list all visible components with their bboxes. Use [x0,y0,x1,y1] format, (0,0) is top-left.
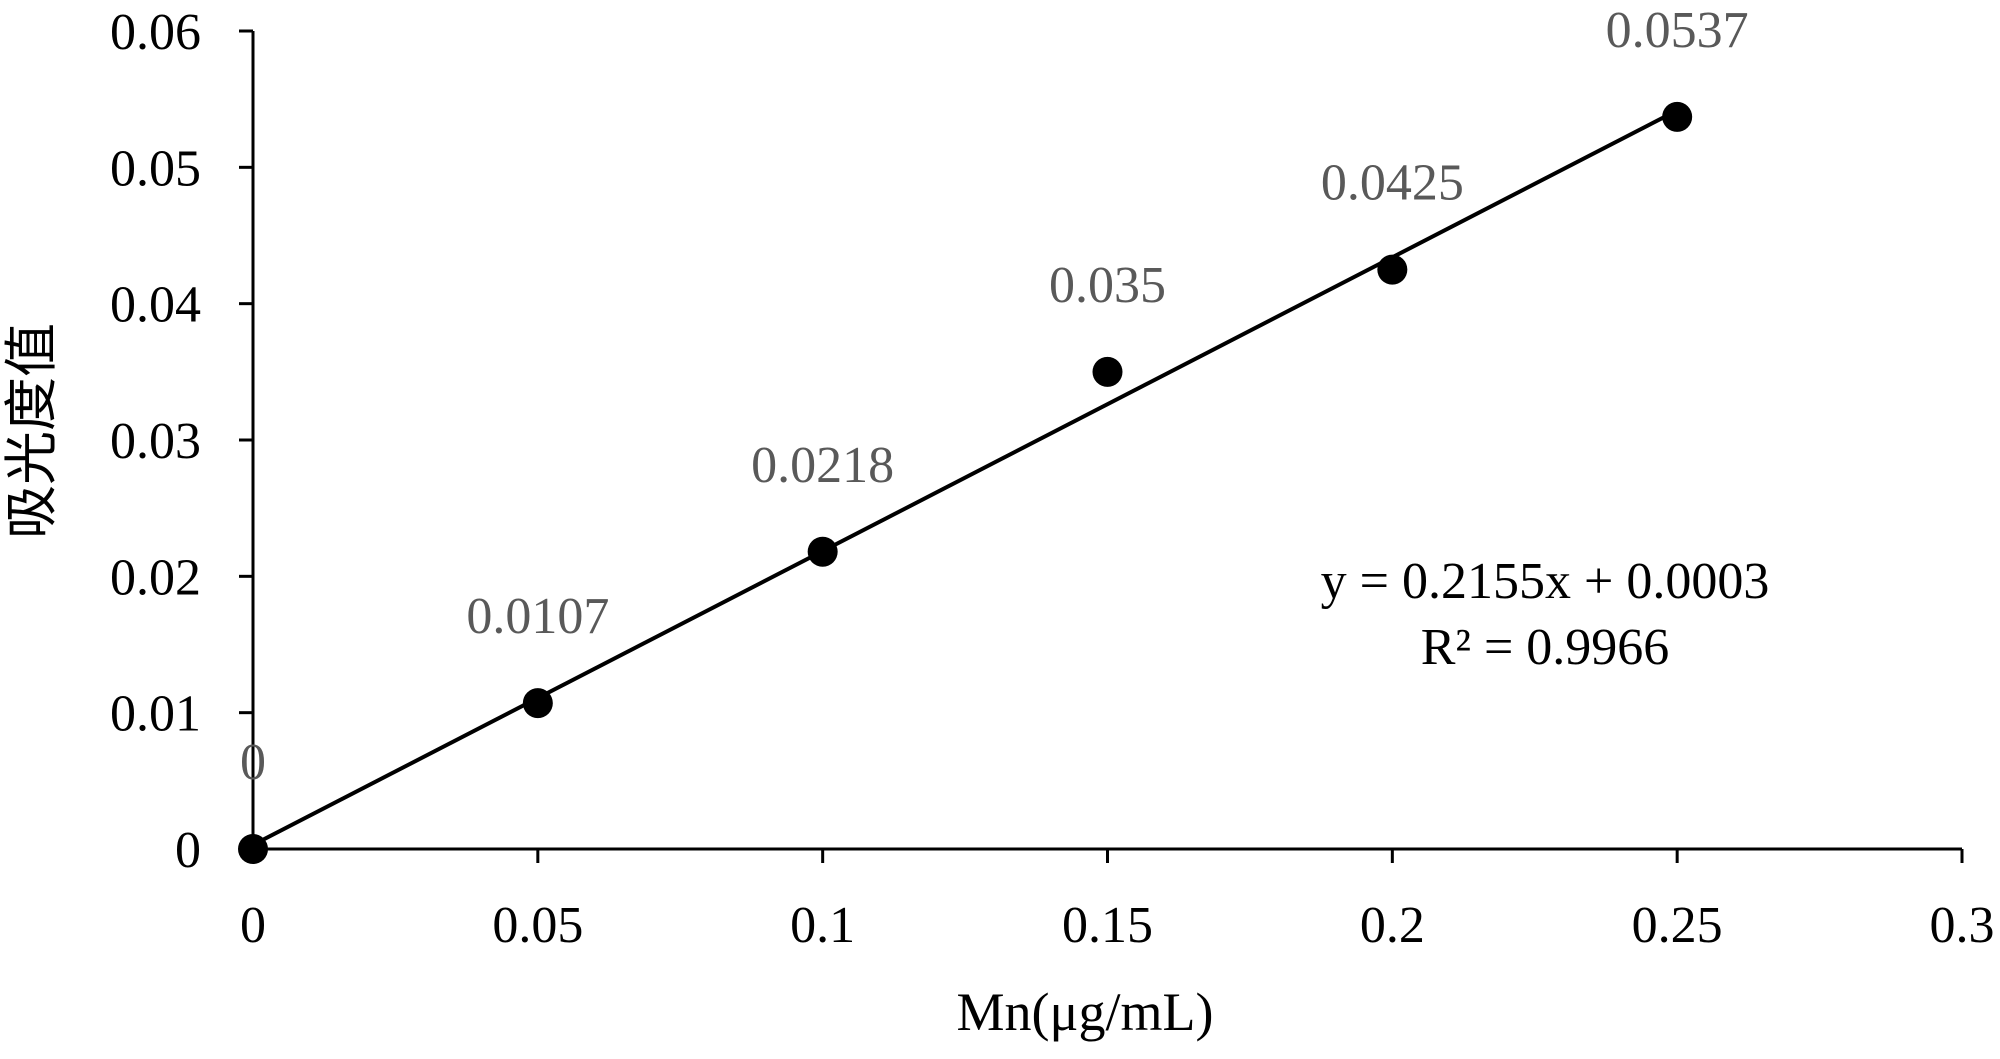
r-squared-label: R² = 0.9966 [1421,619,1670,676]
y-tick-label: 0.03 [110,413,201,470]
y-tick-label: 0.01 [110,686,201,743]
x-tick-label: 0.3 [1930,897,1995,954]
data-label: 0 [240,734,266,791]
y-tick-label: 0.04 [110,277,201,334]
data-point [238,834,268,864]
data-point [1377,254,1408,285]
data-labels: 0 0.0107 0.0218 0.035 0.0425 0.0537 [240,2,1749,791]
data-label: 0.0425 [1321,155,1464,212]
x-tick-label: 0.05 [492,897,583,954]
trendline-equation: y = 0.2155x + 0.0003 [1321,553,1770,610]
data-point [1092,356,1123,387]
x-axis-title: Mn(μg/mL) [957,982,1214,1042]
data-point [1662,101,1693,132]
y-tick-label: 0.06 [110,4,201,61]
x-tick-label: 0.1 [790,897,855,954]
data-point [522,688,553,719]
y-tick-label: 0.02 [110,549,201,606]
axes: 0 0.01 0.02 0.03 0.04 0.05 0.06 0 0.05 0.1 0.15 0.2… [110,4,1995,954]
x-tick-label: 0.25 [1632,897,1723,954]
trendline-group [252,108,1679,847]
y-axis-title: 吸光度值 [2,323,62,539]
y-tick-label: 0 [175,822,201,879]
y-tick-label: 0.05 [110,140,201,197]
trendline [252,108,1679,847]
x-tick-label: 0.2 [1360,897,1425,954]
data-label: 0.0537 [1606,2,1749,59]
data-label: 0.0107 [466,588,609,645]
data-label: 0.0218 [751,437,894,494]
x-tick-label: 0 [240,897,266,954]
x-tick-label: 0.15 [1062,897,1153,954]
data-label: 0.035 [1049,257,1166,314]
data-point [807,536,838,567]
data-points [238,101,1693,864]
